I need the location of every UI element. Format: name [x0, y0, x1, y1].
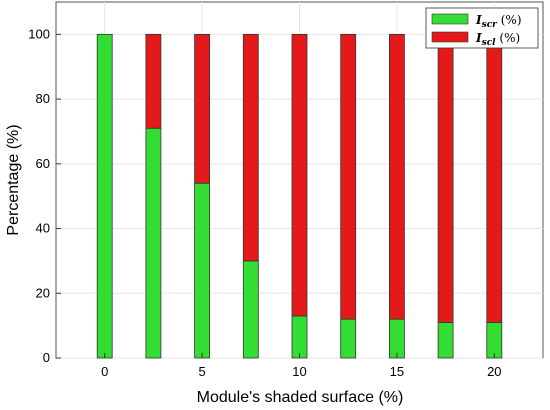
x-tick-label: 15: [390, 364, 404, 379]
y-tick-label: 60: [36, 156, 50, 171]
y-axis-ticks: 0 20 40 60 80 100: [28, 26, 61, 365]
bar-segment-iscr: [486, 321, 503, 359]
y-tick-label: 80: [36, 91, 50, 106]
legend-label-subscript: scr: [482, 20, 499, 30]
bar-segment-iscl: [194, 33, 211, 184]
bar-segment-iscr: [194, 182, 211, 359]
x-tick-label: 20: [487, 364, 501, 379]
x-tick-label: 0: [101, 364, 108, 379]
legend-label-subscript: scl: [482, 38, 497, 48]
x-tick-label: 5: [198, 364, 205, 379]
bar-segment-iscr: [145, 127, 162, 359]
legend-label: Iscl (%): [475, 31, 520, 48]
bar-segment-iscr: [388, 318, 405, 359]
bar-segment-iscr: [340, 318, 357, 359]
x-axis-ticks: 0 5 10 15 20: [101, 353, 502, 379]
bar-segment-iscr: [242, 260, 259, 359]
bar-segment-iscr: [96, 33, 113, 359]
bar-segment-iscl: [486, 33, 503, 323]
y-tick-label: 100: [28, 26, 50, 41]
y-axis-label: Percentage (%): [5, 124, 22, 235]
legend-swatch: [431, 13, 469, 25]
y-tick-label: 40: [36, 221, 50, 236]
bar-segment-iscl: [437, 33, 454, 323]
y-tick-label: 0: [43, 350, 50, 365]
legend-label-suffix: (%): [497, 13, 522, 27]
legend-label-main: I: [475, 31, 482, 45]
legend-label: Iscr (%): [475, 13, 522, 30]
bar-segment-iscl: [388, 33, 405, 320]
bar-segment-iscl: [242, 33, 259, 262]
legend-label-main: I: [475, 13, 482, 27]
bar-segment-iscr: [437, 321, 454, 359]
x-tick-label: 10: [292, 364, 306, 379]
legend: Iscr (%)Iscl (%): [425, 7, 539, 49]
bar-segment-iscr: [291, 315, 308, 359]
bar-segment-iscl: [145, 33, 162, 129]
bar-segment-iscl: [340, 33, 357, 320]
x-axis-label: Module's shaded surface (%): [197, 389, 404, 406]
legend-label-suffix: (%): [496, 31, 521, 45]
bars-group: [96, 33, 503, 359]
y-tick-label: 20: [36, 285, 50, 300]
legend-swatch: [431, 31, 469, 43]
bar-segment-iscl: [291, 33, 308, 317]
